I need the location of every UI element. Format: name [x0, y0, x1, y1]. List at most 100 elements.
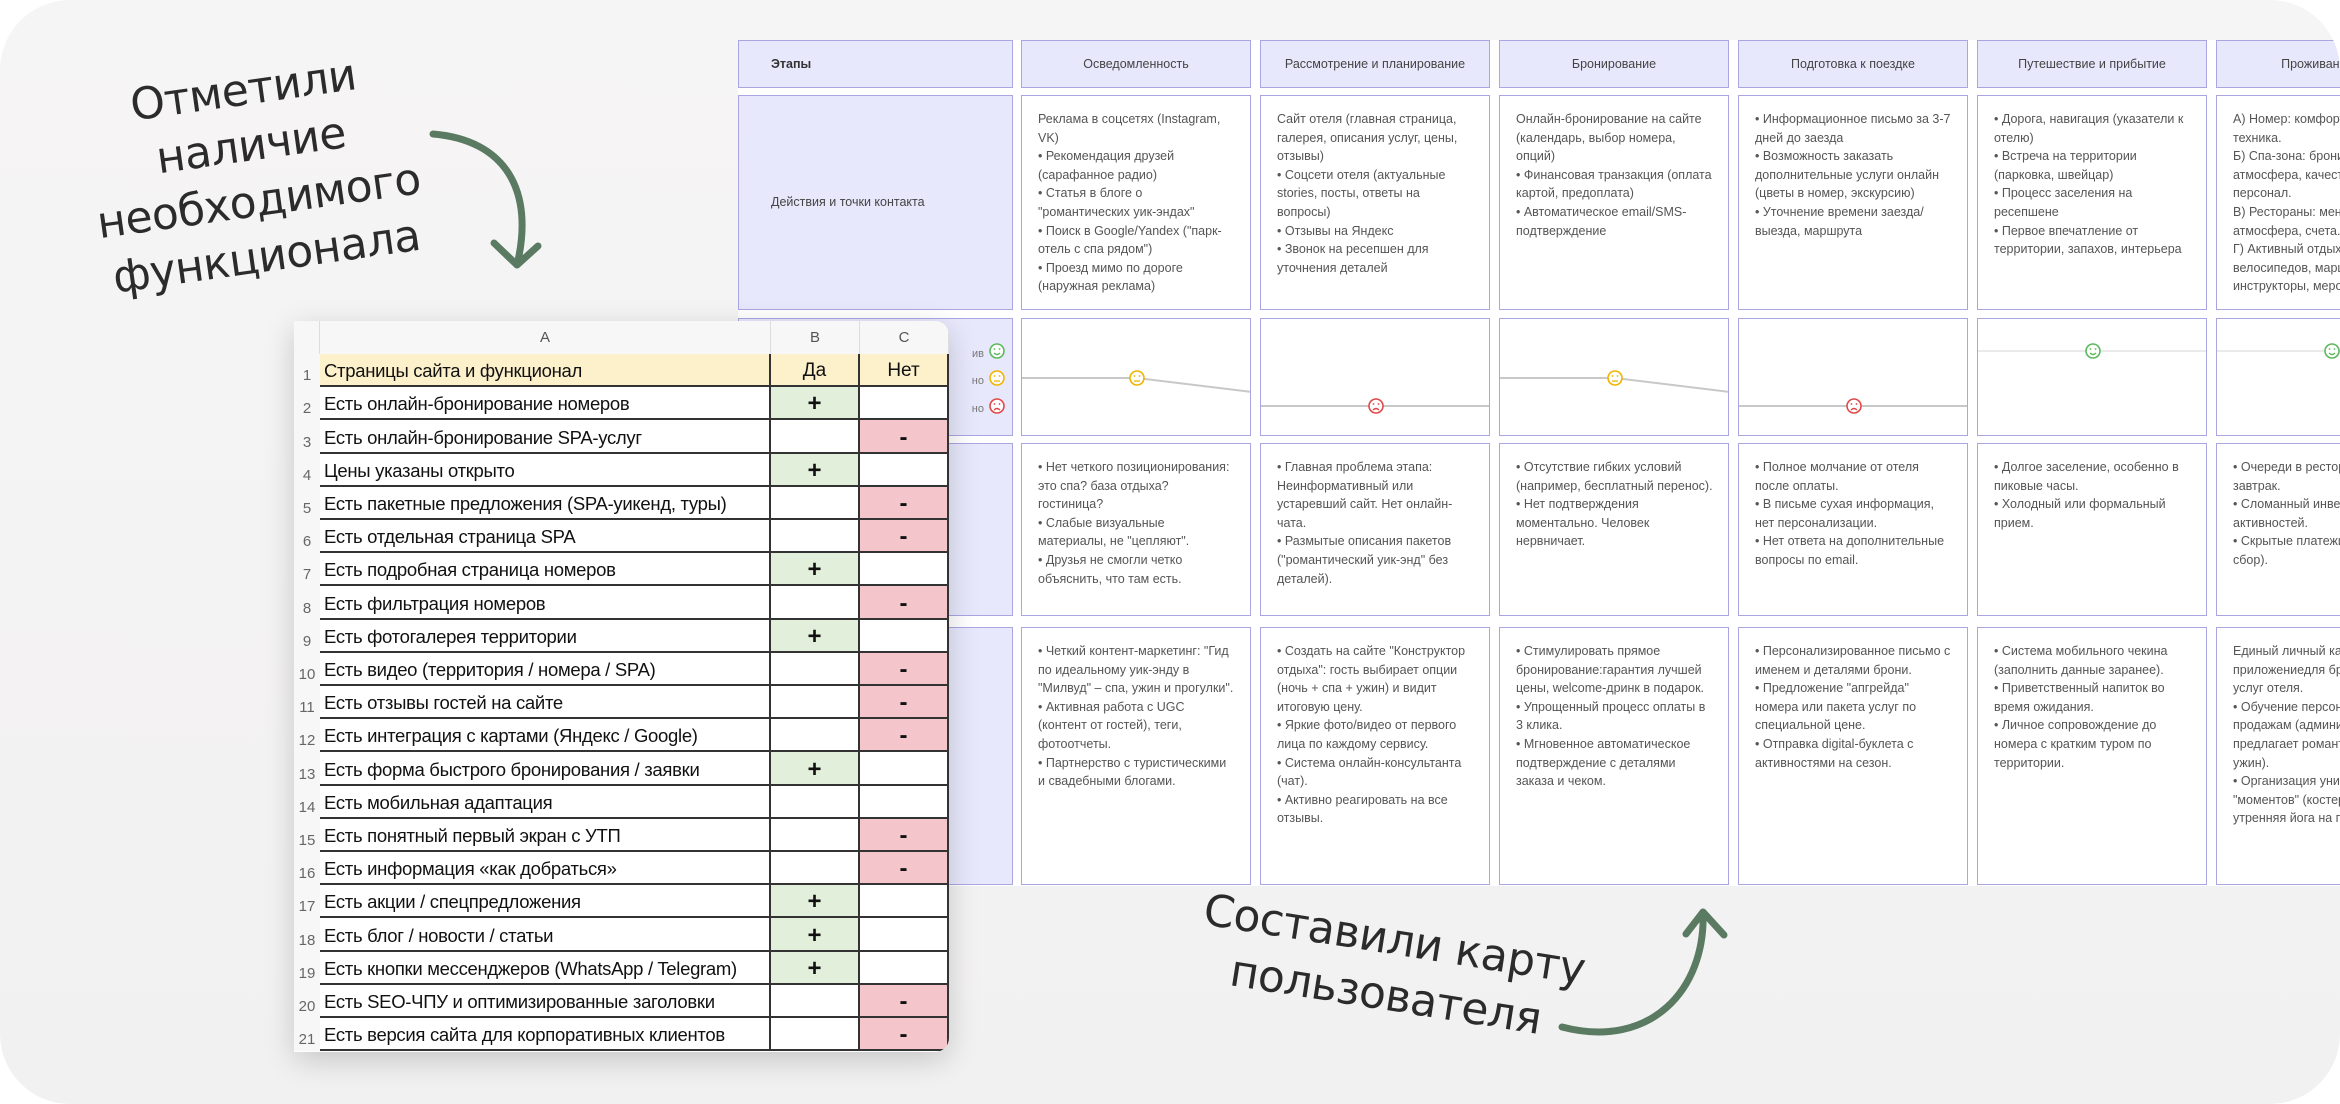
stage-header: Проживание и вп — [2216, 40, 2340, 88]
cell-yes[interactable]: + — [771, 619, 860, 653]
cell-feature[interactable]: Есть видео (территория / номера / SPA) — [320, 652, 771, 686]
cell-no[interactable]: - — [860, 586, 949, 620]
cell-feature[interactable]: Есть информация «как добраться» — [320, 852, 771, 886]
column-header[interactable]: A — [320, 321, 771, 354]
cell-line: Онлайн-бронирование на сайте (календарь,… — [1516, 112, 1702, 164]
row-number[interactable]: 9 — [294, 619, 320, 653]
cell-no[interactable] — [860, 918, 949, 952]
cell-feature[interactable]: Есть акции / спецпредложения — [320, 885, 771, 919]
cell-no[interactable]: - — [860, 420, 949, 454]
row-number[interactable]: 6 — [294, 520, 320, 554]
row-number[interactable]: 11 — [294, 686, 320, 720]
cell-no[interactable] — [860, 387, 949, 421]
cell-feature[interactable]: Есть понятный первый экран с УТП — [320, 818, 771, 852]
row-number[interactable]: 12 — [294, 719, 320, 753]
cell-no[interactable] — [860, 619, 949, 653]
row-number[interactable]: 3 — [294, 420, 320, 454]
cell-feature[interactable]: Есть онлайн-бронирование SPA-услуг — [320, 420, 771, 454]
cell-no[interactable]: - — [860, 852, 949, 886]
row-number[interactable]: 2 — [294, 387, 320, 421]
cell-line: • Нет ответа на дополнительные вопросы п… — [1755, 534, 1945, 567]
cell-feature[interactable]: Есть форма быстрого бронирования / заявк… — [320, 752, 771, 786]
cell-feature[interactable]: Есть пакетные предложения (SPA-уикенд, т… — [320, 486, 771, 520]
cell-yes[interactable] — [771, 1018, 860, 1052]
select-all-corner[interactable] — [294, 321, 320, 354]
cell-line: • Активная работа с UGC (контент от гост… — [1038, 699, 1185, 751]
column-header[interactable]: B — [771, 321, 860, 354]
cell-no[interactable] — [860, 553, 949, 587]
cell-yes[interactable] — [771, 852, 860, 886]
row-number[interactable]: 18 — [294, 918, 320, 952]
row-number[interactable]: 4 — [294, 453, 320, 487]
cell-no[interactable]: - — [860, 719, 949, 753]
row-number[interactable]: 5 — [294, 486, 320, 520]
cell-yes[interactable]: + — [771, 387, 860, 421]
cell-feature[interactable]: Есть отзывы гостей на сайте — [320, 686, 771, 720]
cell-no[interactable]: - — [860, 1018, 949, 1052]
cell-feature[interactable]: Есть подробная страница номеров — [320, 553, 771, 587]
cell-yes[interactable] — [771, 984, 860, 1018]
cell-yes[interactable] — [771, 420, 860, 454]
row-number[interactable]: 19 — [294, 951, 320, 985]
cell-no[interactable]: - — [860, 984, 949, 1018]
cell-yes[interactable] — [771, 520, 860, 554]
row-number[interactable]: 10 — [294, 652, 320, 686]
cell-yes[interactable] — [771, 818, 860, 852]
row-number[interactable]: 21 — [294, 1018, 320, 1052]
cell-feature[interactable]: Есть кнопки мессенджеров (WhatsApp / Tel… — [320, 951, 771, 985]
cell-no[interactable]: - — [860, 486, 949, 520]
cell-yes[interactable]: + — [771, 553, 860, 587]
cell-feature[interactable]: Есть SEO-ЧПУ и оптимизированные заголовк… — [320, 984, 771, 1018]
table-row: 7 Есть подробная страница номеров + — [294, 553, 949, 587]
cell-no[interactable] — [860, 885, 949, 919]
table-row: 3 Есть онлайн-бронирование SPA-услуг - — [294, 420, 949, 454]
cell-feature[interactable]: Есть фотогалерея территории — [320, 619, 771, 653]
cell-no[interactable] — [860, 785, 949, 819]
cell-no[interactable]: - — [860, 520, 949, 554]
cell-no[interactable]: - — [860, 652, 949, 686]
cell-feature[interactable]: Страницы сайта и функционал — [320, 354, 771, 388]
cell-yes[interactable]: + — [771, 752, 860, 786]
row-number[interactable]: 15 — [294, 818, 320, 852]
cell-feature[interactable]: Есть мобильная адаптация — [320, 785, 771, 819]
cell-feature[interactable]: Есть онлайн-бронирование номеров — [320, 387, 771, 421]
cell-feature[interactable]: Есть фильтрация номеров — [320, 586, 771, 620]
row-number[interactable]: 8 — [294, 586, 320, 620]
cell-feature[interactable]: Есть версия сайта для корпоративных клие… — [320, 1018, 771, 1052]
row-number[interactable]: 16 — [294, 852, 320, 886]
cell-yes[interactable] — [771, 586, 860, 620]
row-number[interactable]: 20 — [294, 984, 320, 1018]
cell-yes[interactable]: Да — [771, 354, 860, 388]
row-number[interactable]: 14 — [294, 785, 320, 819]
row-number[interactable]: 13 — [294, 752, 320, 786]
row-number[interactable]: 1 — [294, 354, 320, 388]
row-number[interactable]: 7 — [294, 553, 320, 587]
cell-feature[interactable]: Есть отдельная страница SPA — [320, 520, 771, 554]
cell-no[interactable] — [860, 453, 949, 487]
annotation-left: Отметили наличие необходимого функционал… — [27, 33, 484, 315]
cell-yes[interactable]: + — [771, 918, 860, 952]
cell-no[interactable] — [860, 752, 949, 786]
cell-yes[interactable]: + — [771, 453, 860, 487]
cell-yes[interactable] — [771, 652, 860, 686]
cell-yes[interactable]: + — [771, 885, 860, 919]
cell-feature[interactable]: Есть блог / новости / статьи — [320, 918, 771, 952]
stage-header: Путешествие и прибытие — [1977, 40, 2207, 88]
row-number[interactable]: 17 — [294, 885, 320, 919]
cell-no[interactable]: Нет — [860, 354, 949, 388]
cell-yes[interactable] — [771, 486, 860, 520]
neutral-face-icon — [989, 370, 1005, 386]
table-row: 14 Есть мобильная адаптация — [294, 785, 949, 819]
cell-line: • Отсутствие гибких условий (например, б… — [1516, 460, 1713, 493]
cell-yes[interactable] — [771, 686, 860, 720]
cell-yes[interactable] — [771, 785, 860, 819]
sad-face-icon — [1368, 398, 1384, 414]
cell-no[interactable]: - — [860, 686, 949, 720]
cell-no[interactable]: - — [860, 818, 949, 852]
column-header[interactable]: C — [860, 321, 949, 354]
cell-feature[interactable]: Цены указаны открыто — [320, 453, 771, 487]
cell-yes[interactable] — [771, 719, 860, 753]
cell-no[interactable] — [860, 951, 949, 985]
cell-yes[interactable]: + — [771, 951, 860, 985]
cell-feature[interactable]: Есть интеграция с картами (Яндекс / Goog… — [320, 719, 771, 753]
